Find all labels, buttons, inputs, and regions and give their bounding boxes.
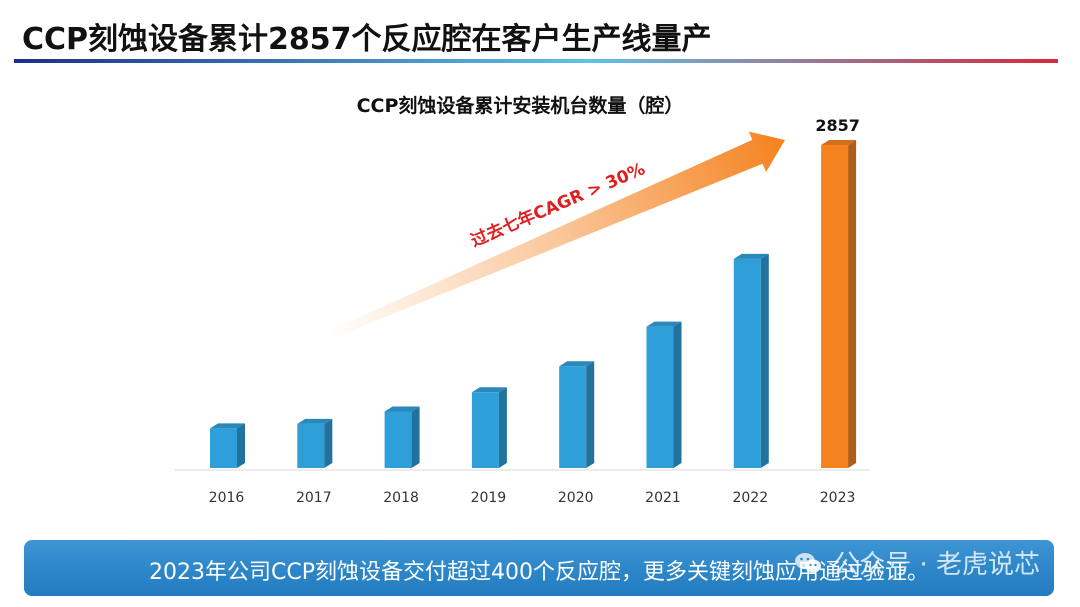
bar-side xyxy=(760,253,769,468)
bar-chart: CCP刻蚀设备累计安装机台数量（腔） 过去七年CAGR > 30% 2857 2… xyxy=(175,94,870,506)
wechat-icon xyxy=(795,552,822,572)
chart-title: CCP刻蚀设备累计安装机台数量（腔） xyxy=(357,94,684,117)
arrow-shape xyxy=(328,131,785,339)
watermark: 公众号 · 老虎说芯 xyxy=(793,544,1040,581)
x-tick-label: 2020 xyxy=(558,490,594,506)
bar-front xyxy=(297,423,325,468)
bar-side xyxy=(673,321,682,468)
summary-banner: 2023年公司CCP刻蚀设备交付超过400个反应腔，更多关键刻蚀应用通过验证。 xyxy=(24,540,1054,596)
x-tick-label: 2016 xyxy=(209,490,245,506)
bar-side xyxy=(237,423,245,468)
bar-front xyxy=(821,145,849,468)
page-title: CCP刻蚀设备累计2857个反应腔在客户生产线量产 xyxy=(22,22,712,57)
bar-series: 2857 xyxy=(210,116,860,468)
watermark-text: 公众号 · 老虎说芯 xyxy=(833,550,1040,580)
x-tick-label: 2018 xyxy=(383,490,419,506)
bar-2017 xyxy=(297,418,333,468)
x-tick-label: 2017 xyxy=(296,490,332,506)
bar-top xyxy=(210,423,245,429)
x-tick-label: 2019 xyxy=(471,490,507,506)
bar-front xyxy=(210,428,237,468)
x-tick-label: 2023 xyxy=(820,490,856,506)
bar-front xyxy=(384,411,412,468)
bar-top xyxy=(297,418,333,424)
bar-2019 xyxy=(471,387,507,468)
data-label: 2857 xyxy=(815,116,860,135)
x-tick-label: 2022 xyxy=(732,490,768,506)
bar-top xyxy=(646,321,682,327)
bar-top xyxy=(384,406,420,412)
bar-front xyxy=(733,258,761,468)
title-divider xyxy=(14,59,1058,63)
bar-2023 xyxy=(821,140,857,468)
bar-2022 xyxy=(733,253,769,468)
bar-front xyxy=(559,366,587,468)
x-axis-ticks: 2016 2017 2018 2019 2020 2021 2022 2023 xyxy=(209,490,856,506)
bar-side xyxy=(848,140,857,468)
bar-2020 xyxy=(559,361,595,468)
bar-2018 xyxy=(384,406,420,468)
trend-arrow xyxy=(328,131,785,339)
bar-top xyxy=(733,253,769,259)
bar-top xyxy=(821,140,857,145)
bar-2021 xyxy=(646,321,682,468)
bar-side xyxy=(411,406,420,468)
bar-front xyxy=(646,326,674,468)
bar-side xyxy=(586,361,595,468)
bar-top xyxy=(471,387,507,393)
bar-side xyxy=(324,418,333,468)
x-tick-label: 2021 xyxy=(645,490,681,506)
bar-side xyxy=(498,387,507,468)
bar-2016 xyxy=(210,423,245,468)
bar-front xyxy=(471,392,499,468)
bar-top xyxy=(559,361,595,367)
